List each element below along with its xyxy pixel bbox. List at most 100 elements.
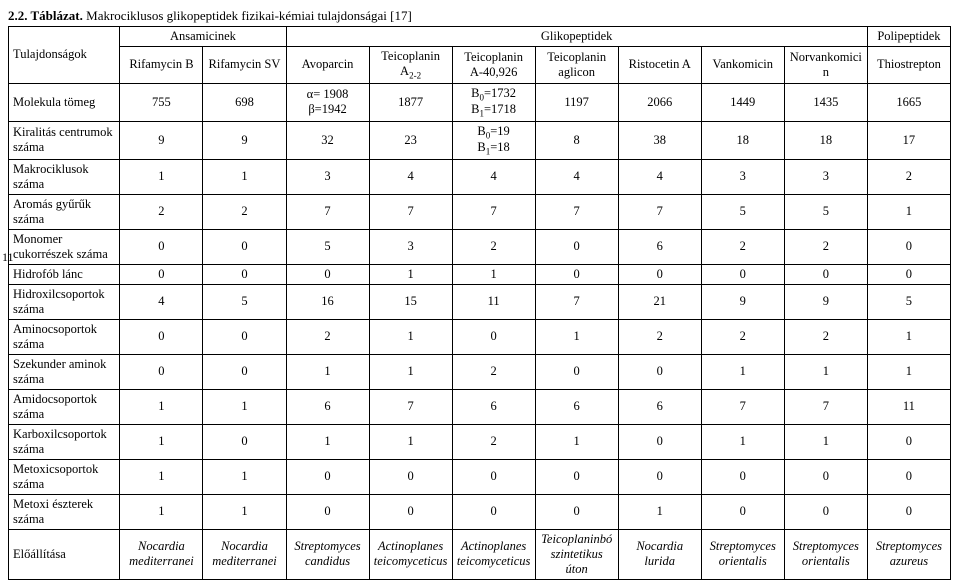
cell: 0 xyxy=(867,229,950,264)
cell: Streptomyces orientalis xyxy=(701,529,784,579)
cell: 9 xyxy=(203,121,286,159)
row-label: Makrociklusok száma xyxy=(9,159,120,194)
cell: 6 xyxy=(618,229,701,264)
cell: 8 xyxy=(535,121,618,159)
table-row: Monomer cukorrészek száma0053206220 xyxy=(9,229,951,264)
cell: 0 xyxy=(784,494,867,529)
col-header: Rifamycin SV xyxy=(203,47,286,84)
cell: 0 xyxy=(203,229,286,264)
cell: α= 1908β=1942 xyxy=(286,83,369,121)
cell: 0 xyxy=(286,459,369,494)
row-label: Hidroxilcsoportok száma xyxy=(9,284,120,319)
cell: 11 xyxy=(867,389,950,424)
table-row: Aromás gyűrűk száma2277777551 xyxy=(9,194,951,229)
cell: 5 xyxy=(286,229,369,264)
group-header: Polipeptidek xyxy=(867,27,950,47)
cell: 9 xyxy=(120,121,203,159)
cell: 1 xyxy=(535,424,618,459)
cell: 9 xyxy=(701,284,784,319)
cell: Streptomyces candidus xyxy=(286,529,369,579)
cell: 0 xyxy=(535,354,618,389)
cell: 0 xyxy=(701,494,784,529)
page-number: 11 xyxy=(2,250,14,265)
cell: 6 xyxy=(618,389,701,424)
cell: 16 xyxy=(286,284,369,319)
cell: 0 xyxy=(701,459,784,494)
cell: Nocardia mediterranei xyxy=(120,529,203,579)
cell: 7 xyxy=(369,389,452,424)
cell: 9 xyxy=(784,284,867,319)
cell: 0 xyxy=(286,494,369,529)
cell: 6 xyxy=(286,389,369,424)
cell: 1 xyxy=(369,354,452,389)
cell: 38 xyxy=(618,121,701,159)
cell: 1 xyxy=(784,424,867,459)
row-label: Aromás gyűrűk száma xyxy=(9,194,120,229)
cell: 23 xyxy=(369,121,452,159)
cell: 3 xyxy=(369,229,452,264)
cell: 4 xyxy=(618,159,701,194)
cell: 0 xyxy=(120,264,203,284)
cell: 5 xyxy=(867,284,950,319)
cell: 0 xyxy=(701,264,784,284)
cell: 698 xyxy=(203,83,286,121)
col-header: Teicoplanin A2-2 xyxy=(369,47,452,84)
cell: Actinoplanes teicomyceticus xyxy=(452,529,535,579)
row-label: Kiralitás centrumok száma xyxy=(9,121,120,159)
cell: 4 xyxy=(120,284,203,319)
cell: 2 xyxy=(452,354,535,389)
cell: 2 xyxy=(286,319,369,354)
row-label: Előállítása xyxy=(9,529,120,579)
cell: 1 xyxy=(867,194,950,229)
cell: 7 xyxy=(784,389,867,424)
cell: 1 xyxy=(120,459,203,494)
cell: 1 xyxy=(120,159,203,194)
cell: 18 xyxy=(784,121,867,159)
cell: 2066 xyxy=(618,83,701,121)
cell: 0 xyxy=(203,354,286,389)
cell: 0 xyxy=(535,229,618,264)
cell: 0 xyxy=(867,494,950,529)
cell: 2 xyxy=(618,319,701,354)
caption-text: Makrociklusos glikopeptidek fizikai-kémi… xyxy=(83,8,412,23)
cell: 15 xyxy=(369,284,452,319)
cell: 0 xyxy=(535,494,618,529)
cell: Teicoplaninbó szintetikus úton xyxy=(535,529,618,579)
cell: 1 xyxy=(784,354,867,389)
cell: 7 xyxy=(452,194,535,229)
cell: 0 xyxy=(618,459,701,494)
cell: 755 xyxy=(120,83,203,121)
cell: 17 xyxy=(867,121,950,159)
cell: 0 xyxy=(618,264,701,284)
cell: 1 xyxy=(120,494,203,529)
cell: 0 xyxy=(452,494,535,529)
cell: 1435 xyxy=(784,83,867,121)
col-header-first: Tulajdonságok xyxy=(9,27,120,84)
cell: 0 xyxy=(618,354,701,389)
cell: Nocardia mediterranei xyxy=(203,529,286,579)
table-row: Kiralitás centrumok száma993223B0=19B1=1… xyxy=(9,121,951,159)
cell: 0 xyxy=(120,319,203,354)
cell: 4 xyxy=(452,159,535,194)
group-header-row: Tulajdonságok Ansamicinek Glikopeptidek … xyxy=(9,27,951,47)
properties-table: Tulajdonságok Ansamicinek Glikopeptidek … xyxy=(8,26,951,580)
cell: 2 xyxy=(867,159,950,194)
cell: 0 xyxy=(867,264,950,284)
cell: Streptomyces orientalis xyxy=(784,529,867,579)
table-row: Molekula tömeg755698α= 1908β=19421877B0=… xyxy=(9,83,951,121)
cell: 7 xyxy=(535,194,618,229)
cell: 1 xyxy=(203,159,286,194)
cell: 2 xyxy=(452,424,535,459)
cell: 0 xyxy=(784,459,867,494)
cell: 7 xyxy=(701,389,784,424)
caption-prefix: 2.2. Táblázat. xyxy=(8,8,83,23)
col-header: Teicoplanin aglicon xyxy=(535,47,618,84)
col-header: Thiostrepton xyxy=(867,47,950,84)
table-row: Aminocsoportok száma0021012221 xyxy=(9,319,951,354)
cell: 2 xyxy=(203,194,286,229)
cell: 0 xyxy=(452,459,535,494)
cell: 1 xyxy=(203,389,286,424)
cell: 1 xyxy=(701,354,784,389)
cell: 21 xyxy=(618,284,701,319)
cell: 0 xyxy=(784,264,867,284)
